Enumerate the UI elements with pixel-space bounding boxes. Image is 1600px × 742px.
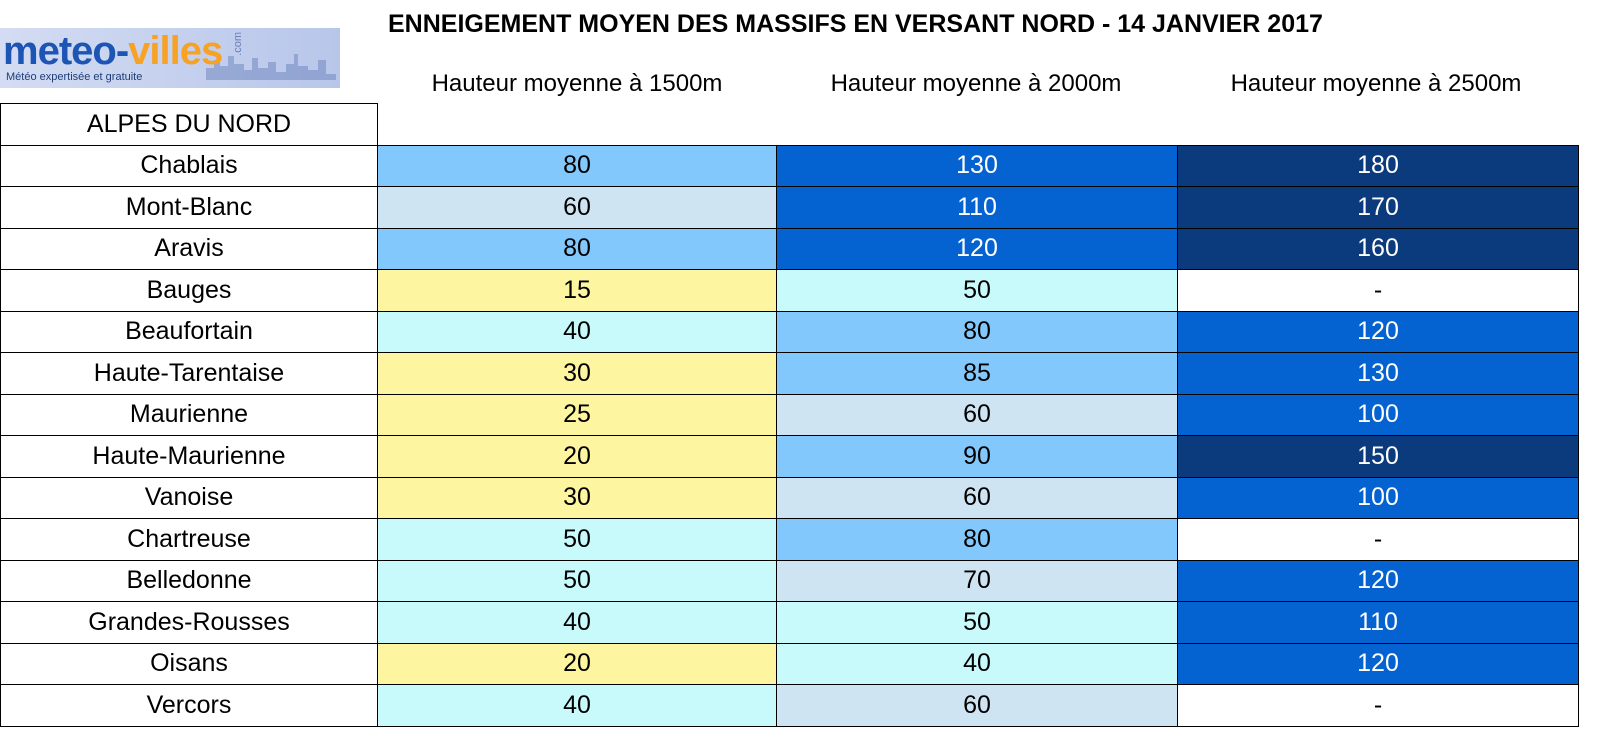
skyline-icon [206, 54, 336, 80]
massif-name: Chartreuse [0, 518, 378, 561]
massif-name: Chablais [0, 144, 378, 187]
snow-depth-cell: 130 [776, 144, 1178, 187]
snow-depth-cell: 60 [776, 476, 1178, 519]
snow-depth-cell: - [1177, 684, 1579, 727]
snow-depth-cell: - [1177, 518, 1579, 561]
snow-depth-cell: 15 [377, 269, 777, 312]
region-label: ALPES DU NORD [0, 103, 378, 146]
snow-depth-cell: 50 [377, 518, 777, 561]
snow-depth-cell: 150 [1177, 435, 1579, 478]
snow-depth-cell: 20 [377, 435, 777, 478]
snow-depth-cell: 160 [1177, 227, 1579, 270]
snow-depth-cell: 20 [377, 642, 777, 685]
snow-depth-cell: 30 [377, 352, 777, 395]
snow-depth-cell: 30 [377, 476, 777, 519]
table-row: Vercors 40 60- [0, 684, 1579, 727]
snow-depth-cell: 40 [377, 601, 777, 644]
snow-depth-cell: 40 [377, 684, 777, 727]
logo-domain: .com [232, 32, 244, 56]
table-row: Haute-Tarentaise 30 85 130 [0, 352, 1579, 395]
massif-name: Belledonne [0, 559, 378, 602]
table-row: Haute-Maurienne 20 90 150 [0, 435, 1579, 478]
table-row: Belledonne 50 70 120 [0, 559, 1579, 602]
table-row: Mont-Blanc 60 110 170 [0, 186, 1579, 229]
snow-depth-cell: 130 [1177, 352, 1579, 395]
table-row: Bauges 15 50- [0, 269, 1579, 312]
snow-depth-cell: 120 [776, 227, 1178, 270]
table-row: Vanoise 30 60 100 [0, 476, 1579, 519]
logo: meteo-villes .com Météo expertisée et gr… [0, 28, 340, 88]
snow-depth-cell: - [1177, 269, 1579, 312]
table-row: Grandes-Rousses 40 50 110 [0, 601, 1579, 644]
massif-name: Beaufortain [0, 310, 378, 353]
table-row: Beaufortain 40 80 120 [0, 310, 1579, 353]
snow-depth-cell: 120 [1177, 310, 1579, 353]
table-row: Chablais 80 130 180 [0, 144, 1579, 187]
snow-depth-cell: 80 [377, 144, 777, 187]
logo-wordmark: meteo-villes [3, 29, 223, 73]
massif-name: Maurienne [0, 393, 378, 436]
snow-depth-cell: 100 [1177, 476, 1579, 519]
snow-depth-cell: 170 [1177, 186, 1579, 229]
massif-name: Vanoise [0, 476, 378, 519]
snow-depth-cell: 25 [377, 393, 777, 436]
logo-tagline: Météo expertisée et gratuite [6, 71, 143, 83]
massif-name: Grandes-Rousses [0, 601, 378, 644]
massif-name: Aravis [0, 227, 378, 270]
massif-name: Bauges [0, 269, 378, 312]
snow-depth-cell: 180 [1177, 144, 1579, 187]
table-row: Maurienne 25 60 100 [0, 393, 1579, 436]
table-row: Oisans 20 40 120 [0, 642, 1579, 685]
snow-depth-cell: 110 [776, 186, 1178, 229]
massif-name: Oisans [0, 642, 378, 685]
massif-name: Mont-Blanc [0, 186, 378, 229]
column-header-1500m: Hauteur moyenne à 1500m [431, 70, 723, 97]
table-row: Aravis 80 120 160 [0, 227, 1579, 270]
snow-depth-cell: 90 [776, 435, 1178, 478]
snow-depth-cell: 60 [377, 186, 777, 229]
snow-depth-cell: 120 [1177, 559, 1579, 602]
snow-depth-cell: 50 [776, 601, 1178, 644]
region-row: ALPES DU NORD [0, 103, 1579, 146]
column-header-2000m: Hauteur moyenne à 2000m [830, 70, 1122, 97]
snow-depth-cell: 100 [1177, 393, 1579, 436]
snow-depth-cell: 60 [776, 393, 1178, 436]
snow-depth-cell: 110 [1177, 601, 1579, 644]
snow-depth-cell: 50 [776, 269, 1178, 312]
massif-name: Haute-Tarentaise [0, 352, 378, 395]
chart-title: ENNEIGEMENT MOYEN DES MASSIFS EN VERSANT… [388, 10, 1323, 38]
snow-depth-cell: 85 [776, 352, 1178, 395]
massif-name: Haute-Maurienne [0, 435, 378, 478]
snow-depth-cell: 60 [776, 684, 1178, 727]
table-row: Chartreuse 50 80- [0, 518, 1579, 561]
snow-depth-cell: 80 [776, 310, 1178, 353]
snow-depth-cell: 70 [776, 559, 1178, 602]
snow-depth-cell: 50 [377, 559, 777, 602]
snow-depth-cell: 80 [776, 518, 1178, 561]
column-header-2500m: Hauteur moyenne à 2500m [1230, 70, 1522, 97]
snow-depth-cell: 40 [776, 642, 1178, 685]
snow-depth-cell: 40 [377, 310, 777, 353]
snow-depth-cell: 120 [1177, 642, 1579, 685]
snow-depth-cell: 80 [377, 227, 777, 270]
massif-name: Vercors [0, 684, 378, 727]
snow-depth-table: ALPES DU NORD Chablais 80 130 180 Mont-Blanc… [0, 103, 1579, 727]
